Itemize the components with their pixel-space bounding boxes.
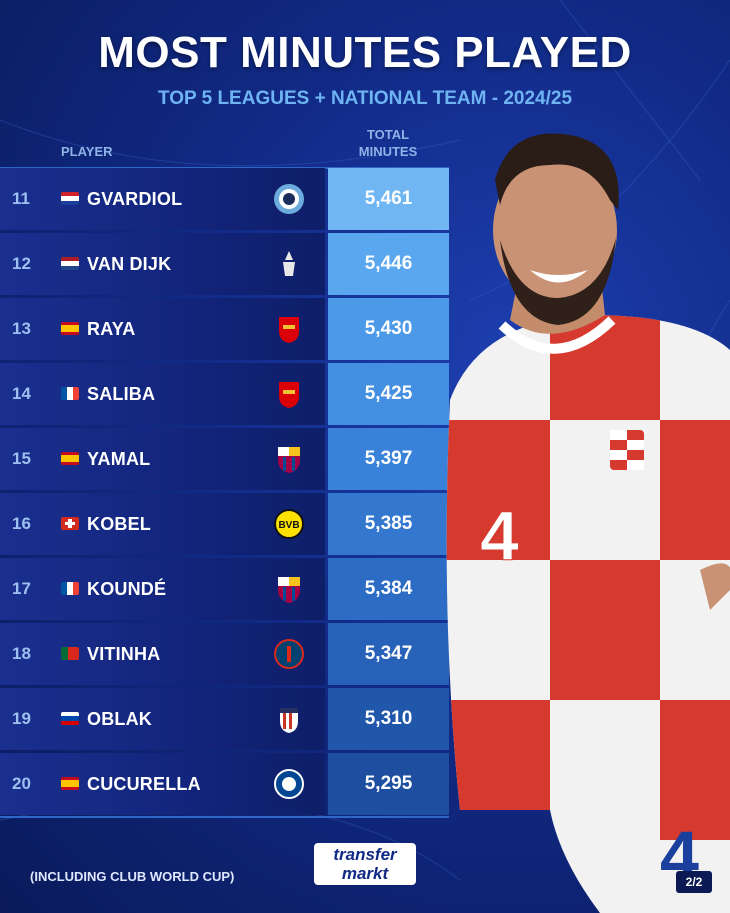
player-name: VITINHA	[87, 644, 161, 664]
rank-number: 13	[12, 319, 31, 338]
rank-number: 16	[12, 514, 31, 533]
svg-text:BVB: BVB	[278, 520, 299, 531]
player-name: RAYA	[87, 319, 136, 339]
row-name-cell	[0, 688, 325, 750]
rank-number: 15	[12, 449, 31, 468]
page-indicator: 2/2	[676, 871, 712, 893]
svg-text:4: 4	[480, 497, 519, 575]
minutes-value: 5,385	[328, 493, 449, 555]
croatia-flag-icon	[61, 192, 79, 205]
player-name: YAMAL	[87, 449, 151, 469]
table-row: 13 RAYA 5,430	[0, 298, 449, 360]
row-name-cell	[0, 233, 325, 295]
column-header-total-line1: TOTAL	[366, 127, 410, 142]
minutes-value: 5,310	[328, 688, 449, 750]
dortmund-icon: BVB	[274, 509, 304, 539]
atletico-icon	[280, 708, 298, 733]
player-name: CUCURELLA	[87, 774, 201, 794]
spain-flag-icon	[61, 777, 79, 790]
barcelona-icon	[278, 577, 300, 603]
minutes-value: 5,446	[328, 233, 449, 295]
spain-flag-icon	[61, 322, 79, 335]
column-header-total-minutes: TOTAL MINUTES	[350, 126, 426, 160]
minutes-value: 5,397	[328, 428, 449, 490]
player-name: KOUNDÉ	[87, 579, 167, 599]
psg-icon	[274, 639, 304, 669]
logo-line2: markt	[341, 864, 389, 883]
minutes-value: 5,430	[328, 298, 449, 360]
manchester-city-icon	[274, 184, 304, 214]
transfermarkt-logo: transfer markt	[314, 843, 416, 885]
table-row: 19 OBLAK 5,310	[0, 688, 449, 750]
row-name-cell	[0, 298, 325, 360]
table-row: 17 KOUNDÉ 5,384	[0, 558, 449, 620]
minutes-value: 5,295	[328, 753, 449, 815]
slovenia-flag-icon	[61, 712, 79, 725]
portugal-flag-icon	[61, 647, 79, 660]
barcelona-icon	[278, 447, 300, 473]
switzerland-flag-icon	[61, 517, 79, 530]
player-name: KOBEL	[87, 514, 151, 534]
table-row: 16 KOBEL BVB 5,385	[0, 493, 449, 555]
minutes-value: 5,347	[328, 623, 449, 685]
rank-number: 19	[12, 709, 31, 728]
row-name-cell	[0, 753, 325, 815]
player-photo: 4 4	[446, 133, 730, 913]
minutes-value: 5,384	[328, 558, 449, 620]
minutes-value: 5,425	[328, 363, 449, 425]
rank-number: 20	[12, 774, 31, 793]
spain-flag-icon	[61, 452, 79, 465]
arsenal-icon	[279, 382, 299, 408]
row-name-cell	[0, 428, 325, 490]
page-title: MOST MINUTES PLAYED	[98, 28, 632, 77]
chelsea-icon	[274, 769, 304, 799]
row-name-cell	[0, 558, 325, 620]
row-name-cell	[0, 623, 325, 685]
player-name: SALIBA	[87, 384, 156, 404]
table-row: 12 VAN DIJK 5,446	[0, 233, 449, 295]
rank-number: 17	[12, 579, 31, 598]
france-flag-icon	[61, 387, 79, 400]
rank-number: 11	[12, 189, 30, 208]
player-name: OBLAK	[87, 709, 152, 729]
player-name: GVARDIOL	[87, 189, 183, 209]
row-name-cell	[0, 168, 325, 230]
rank-number: 18	[12, 644, 31, 663]
page-subtitle: TOP 5 LEAGUES + NATIONAL TEAM - 2024/25	[157, 88, 573, 109]
footnote: (INCLUDING CLUB WORLD CUP)	[30, 869, 235, 884]
table-bottom-divider	[0, 816, 449, 818]
row-name-cell	[0, 363, 325, 425]
netherlands-flag-icon	[61, 257, 79, 270]
column-header-total-line2: MINUTES	[358, 144, 418, 159]
rank-number: 12	[12, 254, 31, 273]
table-row: 15 YAMAL 5,397	[0, 428, 449, 490]
rank-number: 14	[12, 384, 31, 403]
arsenal-icon	[279, 317, 299, 343]
table-row: 20 CUCURELLA 5,295	[0, 753, 449, 815]
row-name-cell	[0, 493, 325, 555]
france-flag-icon	[61, 582, 79, 595]
minutes-value: 5,461	[328, 168, 449, 230]
player-name: VAN DIJK	[87, 254, 172, 274]
logo-line1: transfer	[333, 845, 397, 864]
table-row: 18 VITINHA 5,347	[0, 623, 449, 685]
liverpool-icon	[283, 251, 295, 276]
table-row: 14 SALIBA 5,425	[0, 363, 449, 425]
table-row: 11 GVARDIOL 5,461	[0, 168, 449, 230]
column-header-player: PLAYER	[61, 144, 113, 159]
